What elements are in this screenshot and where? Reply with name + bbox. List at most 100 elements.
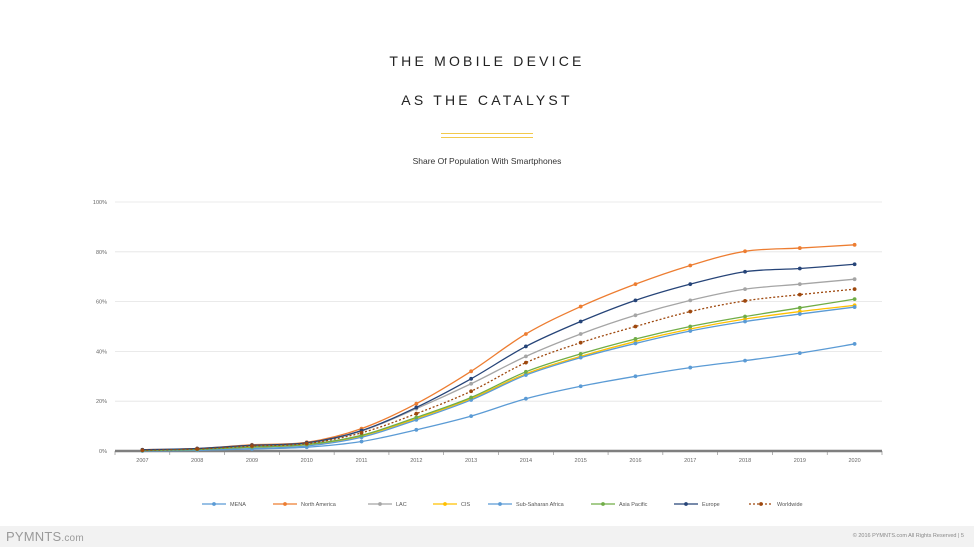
data-point-worldwide: [304, 441, 309, 446]
legend-label-lac: LAC: [396, 502, 407, 508]
x-tick-label: 2015: [575, 458, 587, 464]
data-point-north-america: [688, 263, 693, 268]
y-tick-label: 80%: [96, 250, 107, 256]
data-point-asia-pacific: [523, 369, 528, 374]
data-point-north-america: [633, 282, 638, 287]
data-point-asia-pacific: [414, 415, 419, 420]
data-point-sub-saharan-africa: [797, 312, 802, 316]
data-point-europe: [743, 269, 747, 274]
series-line-north-america: [142, 244, 855, 451]
legend-marker-asia-pacific: [601, 502, 605, 506]
data-point-north-america: [469, 369, 474, 374]
x-tick-label: 2008: [191, 458, 203, 464]
series-line-sub-saharan-africa: [142, 306, 855, 452]
data-point-lac: [852, 277, 857, 282]
legend-marker-cis: [443, 502, 447, 506]
data-point-mena: [633, 374, 638, 379]
data-point-worldwide: [414, 411, 419, 416]
legend-marker-lac: [378, 502, 382, 506]
data-point-lac: [469, 381, 474, 386]
data-point-asia-pacific: [469, 395, 474, 400]
y-tick-label: 100%: [93, 200, 107, 206]
x-tick-label: 2012: [410, 458, 422, 464]
data-point-sub-saharan-africa: [688, 329, 693, 333]
brand-logo: PYMNTS.com: [6, 529, 84, 544]
data-point-worldwide: [359, 430, 364, 435]
data-point-worldwide: [469, 389, 474, 394]
data-point-mena: [469, 414, 474, 419]
data-point-mena: [743, 358, 747, 363]
series-line-cis: [142, 304, 855, 452]
x-tick-label: 2013: [465, 458, 477, 464]
data-point-worldwide: [688, 309, 693, 314]
series-line-mena: [142, 343, 855, 452]
data-point-north-america: [414, 401, 419, 406]
chart-title: Share Of Population With Smartphones: [412, 156, 562, 166]
legend-label-cis: CIS: [461, 502, 471, 508]
data-point-sub-saharan-africa: [578, 355, 583, 360]
legend-marker-north-america: [283, 502, 287, 506]
data-point-lac: [797, 282, 802, 287]
data-point-worldwide: [140, 448, 145, 453]
data-point-worldwide: [578, 340, 583, 345]
legend-label-mena: MENA: [230, 502, 246, 508]
data-point-north-america: [797, 246, 802, 250]
series-line-europe: [142, 263, 855, 451]
data-point-europe: [414, 405, 419, 410]
legend-label-north-america: North America: [301, 502, 337, 508]
data-point-lac: [743, 287, 747, 292]
series-line-asia-pacific: [142, 298, 855, 452]
data-point-lac: [633, 313, 638, 318]
legend-label-sub-saharan-africa: Sub-Saharan Africa: [516, 502, 565, 508]
legend-marker-worldwide: [759, 502, 763, 506]
line-chart: 0% 20% 40% 60% 80% 100% 2007 2008 2009 2010 2011 20…: [93, 200, 883, 508]
title-divider: [441, 133, 533, 138]
data-point-mena: [797, 351, 802, 356]
data-point-sub-saharan-africa: [633, 341, 638, 346]
data-point-europe: [797, 266, 802, 271]
data-point-asia-pacific: [633, 337, 638, 341]
data-point-worldwide: [250, 444, 254, 448]
slide-title-line2: AS THE CATALYST: [401, 92, 573, 108]
data-point-asia-pacific: [852, 297, 857, 302]
data-point-north-america: [743, 249, 747, 254]
data-point-mena: [852, 342, 857, 346]
copyright-text: © 2016 PYMNTS.com All Rights Reserved | …: [852, 533, 964, 539]
data-point-north-america: [852, 242, 857, 247]
data-point-north-america: [578, 304, 583, 309]
x-tick-label: 2019: [794, 458, 806, 464]
data-point-worldwide: [523, 360, 528, 365]
data-point-sub-saharan-africa: [743, 319, 747, 324]
data-point-asia-pacific: [743, 314, 747, 319]
y-tick-label: 20%: [96, 399, 107, 405]
footer-bar: PYMNTS.com © 2016 PYMNTS.com All Rights …: [0, 526, 974, 547]
y-tick-label: 0%: [99, 449, 107, 455]
x-tick-label: 2016: [629, 458, 641, 464]
x-tick-label: 2020: [848, 458, 860, 464]
data-point-europe: [469, 376, 474, 381]
series-line-lac: [142, 278, 855, 451]
data-point-asia-pacific: [688, 324, 693, 329]
data-point-europe: [523, 344, 528, 349]
data-point-asia-pacific: [578, 351, 583, 356]
x-tick-label: 2017: [684, 458, 696, 464]
series-line-worldwide: [142, 288, 855, 451]
x-tick-label: 2018: [739, 458, 751, 464]
data-point-mena: [523, 396, 528, 401]
data-point-mena: [414, 427, 419, 432]
data-point-mena: [688, 365, 693, 370]
legend-marker-europe: [684, 502, 688, 506]
data-point-lac: [523, 354, 528, 359]
y-tick-label: 40%: [96, 349, 107, 355]
x-tick-label: 2007: [136, 458, 148, 464]
legend-marker-sub-saharan-africa: [498, 502, 502, 506]
data-point-worldwide: [743, 298, 747, 303]
data-point-europe: [688, 282, 693, 287]
data-point-europe: [578, 319, 583, 324]
legend-label-asia-pacific: Asia Pacific: [619, 502, 648, 508]
data-point-worldwide: [852, 287, 857, 292]
data-point-sub-saharan-africa: [523, 373, 528, 377]
data-point-sub-saharan-africa: [852, 305, 857, 309]
data-point-mena: [359, 439, 364, 444]
x-tick-label: 2009: [246, 458, 258, 464]
